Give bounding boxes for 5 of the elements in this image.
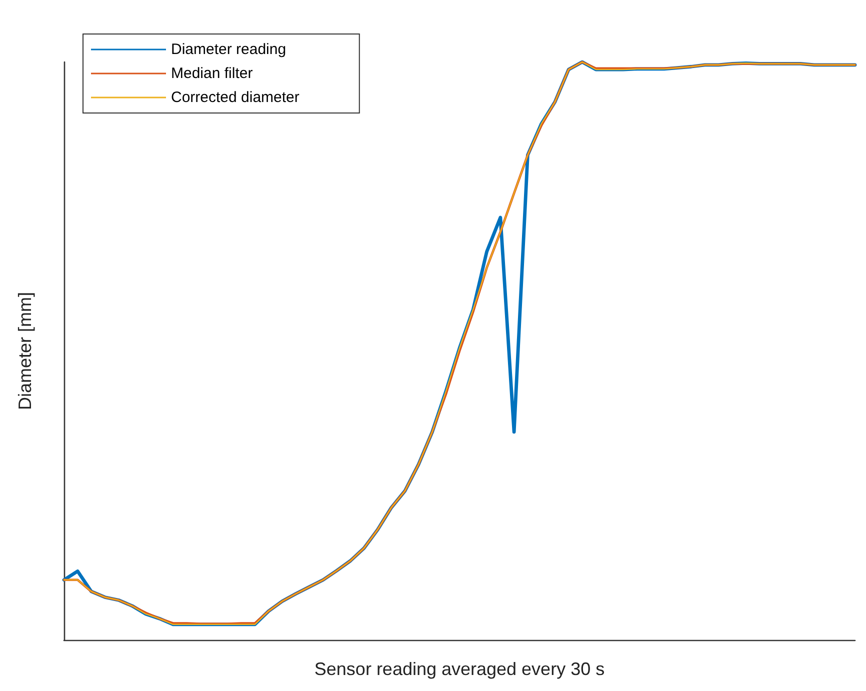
y-axis-title: Diameter [mm] bbox=[15, 292, 35, 410]
legend-label: Median filter bbox=[171, 65, 253, 82]
legend-label: Corrected diameter bbox=[171, 89, 300, 106]
legend-label: Diameter reading bbox=[171, 41, 286, 58]
x-axis-title: Sensor reading averaged every 30 s bbox=[314, 659, 605, 679]
